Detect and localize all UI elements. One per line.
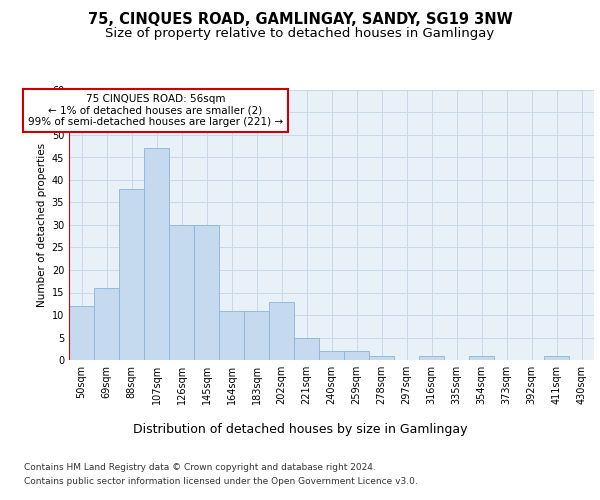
Bar [145, 148, 169, 360]
Bar [269, 302, 293, 360]
Bar [194, 225, 218, 360]
Bar [119, 189, 143, 360]
Text: Contains HM Land Registry data © Crown copyright and database right 2024.: Contains HM Land Registry data © Crown c… [24, 462, 376, 471]
Text: Contains public sector information licensed under the Open Government Licence v3: Contains public sector information licen… [24, 478, 418, 486]
Bar [469, 356, 494, 360]
Bar [70, 306, 94, 360]
Text: 75 CINQUES ROAD: 56sqm
← 1% of detached houses are smaller (2)
99% of semi-detac: 75 CINQUES ROAD: 56sqm ← 1% of detached … [28, 94, 283, 127]
Bar [94, 288, 119, 360]
Bar [544, 356, 569, 360]
Text: 75, CINQUES ROAD, GAMLINGAY, SANDY, SG19 3NW: 75, CINQUES ROAD, GAMLINGAY, SANDY, SG19… [88, 12, 512, 28]
Bar [220, 310, 244, 360]
Text: Distribution of detached houses by size in Gamlingay: Distribution of detached houses by size … [133, 422, 467, 436]
Bar [295, 338, 319, 360]
Bar [244, 310, 269, 360]
Bar [419, 356, 443, 360]
Text: Size of property relative to detached houses in Gamlingay: Size of property relative to detached ho… [106, 28, 494, 40]
Bar [169, 225, 194, 360]
Bar [370, 356, 394, 360]
Bar [319, 351, 344, 360]
Y-axis label: Number of detached properties: Number of detached properties [37, 143, 47, 307]
Bar [344, 351, 368, 360]
